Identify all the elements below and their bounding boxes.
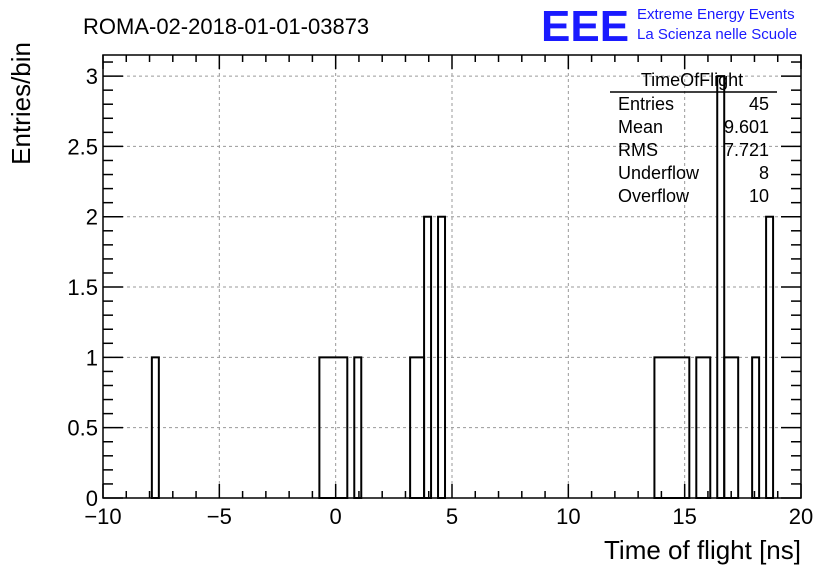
- stats-row-value: 45: [749, 94, 769, 114]
- logo-line-1: Extreme Energy Events: [637, 6, 795, 23]
- y-tick-label: 0: [86, 486, 98, 511]
- x-tick-label: 20: [789, 504, 813, 529]
- y-tick-label: 2: [86, 205, 98, 230]
- x-tick-label: 0: [330, 504, 342, 529]
- y-tick-label: 1: [86, 345, 98, 370]
- y-axis-ticks: 0 0.5 1 1.5 2 2.5 3: [67, 61, 801, 511]
- stats-box: TimeOfFlight Entries 45 Mean 9.601 RMS 7.721 U…: [610, 70, 777, 206]
- x-tick-label: −5: [207, 504, 232, 529]
- x-tick-label: 5: [446, 504, 458, 529]
- y-tick-label: 1.5: [67, 275, 98, 300]
- grid-lines: [103, 55, 801, 498]
- stats-row-label: Overflow: [618, 186, 690, 206]
- x-tick-label: 10: [556, 504, 580, 529]
- stats-row-value: 9.601: [724, 117, 769, 137]
- logo-line-2: La Scienza nelle Scuole: [637, 26, 797, 43]
- y-tick-label: 2.5: [67, 134, 98, 159]
- stats-row-label: RMS: [618, 140, 658, 160]
- stats-row-label: Mean: [618, 117, 663, 137]
- stats-row-value: 10: [749, 186, 769, 206]
- x-axis-label: Time of flight [ns]: [604, 535, 801, 565]
- stats-row-label: Entries: [618, 94, 674, 114]
- histogram-bin: [723, 356, 740, 499]
- x-tick-label: 15: [672, 504, 696, 529]
- eee-logo: EEE: [541, 2, 629, 51]
- stats-row-label: Underflow: [618, 163, 700, 183]
- stats-title: TimeOfFlight: [641, 70, 743, 90]
- y-tick-label: 3: [86, 64, 98, 89]
- x-tick-label: −10: [84, 504, 121, 529]
- stats-rows: Entries 45 Mean 9.601 RMS 7.721 Underflow 8 Over…: [618, 94, 769, 206]
- stats-row-value: 8: [759, 163, 769, 183]
- stats-row-value: 7.721: [724, 140, 769, 160]
- run-title: ROMA-02-2018-01-01-03873: [83, 14, 369, 39]
- histogram-bin: [653, 356, 691, 499]
- x-axis-ticks: −10 −5 0 5 10 15 20: [84, 55, 813, 529]
- y-tick-label: 0.5: [67, 416, 98, 441]
- y-axis-label: Entries/bin: [6, 42, 36, 165]
